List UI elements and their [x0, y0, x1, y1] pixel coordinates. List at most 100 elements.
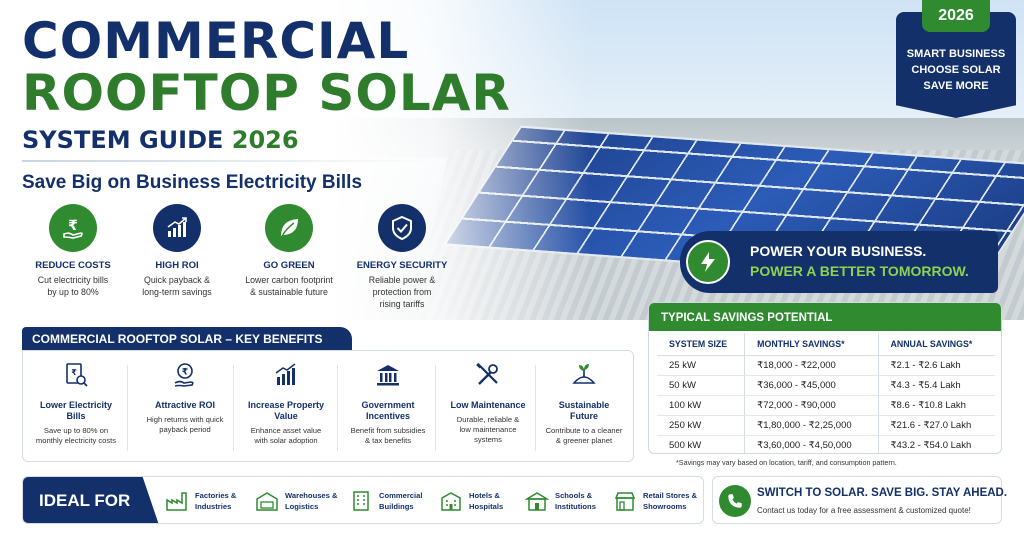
benefit-title: GO GREEN — [263, 260, 315, 271]
key-benefit-desc-line: low maintenance — [459, 425, 517, 434]
ideal-for-line: Industries — [195, 502, 232, 511]
benefit-desc-line: long-term savings — [142, 287, 212, 297]
table-cell: ₹8.6 - ₹10.8 Lakh — [877, 395, 995, 416]
phone-icon[interactable] — [719, 485, 751, 517]
benefit-high-roi: HIGH ROI Quick payback & long-term savin… — [122, 204, 232, 298]
cta-subtext: Contact us today for a free assessment &… — [757, 506, 971, 515]
key-benefit-title-line: Bills — [66, 411, 86, 421]
office-building-icon — [353, 491, 369, 511]
ideal-for-line: Showrooms — [643, 502, 687, 511]
key-benefit-title-line: Incentives — [365, 411, 411, 421]
rupee-hand-icon: ₹ — [49, 204, 97, 252]
ideal-for-line: Hotels & — [469, 491, 500, 500]
table-row: 500 kW ₹3,60,000 - ₹4,50,000 ₹43.2 - ₹54… — [657, 435, 995, 453]
key-benefit-title-line: Sustainable — [558, 400, 610, 410]
benefit-desc: Reliable power & protection from rising … — [347, 274, 457, 310]
key-benefit-title: Government Incentives — [337, 400, 439, 422]
ideal-for-bar: IDEAL FOR Factories & Industries Warehous… — [22, 476, 704, 524]
ideal-for-retail: Retail Stores & Showrooms — [613, 487, 697, 515]
benefit-title: REDUCE COSTS — [35, 260, 111, 271]
table-cell: 50 kW — [657, 375, 745, 396]
key-benefit-title: Increase Property Value — [235, 400, 337, 422]
growth-chart-icon — [153, 204, 201, 252]
ideal-for-text: Factories & Industries — [195, 490, 236, 512]
contact-cta[interactable]: SWITCH TO SOLAR. SAVE BIG. STAY AHEAD. C… — [712, 476, 1007, 524]
plant-globe-icon — [572, 364, 596, 384]
table-cell: ₹36,000 - ₹45,000 — [744, 375, 878, 396]
column-header: ANNUAL SAVINGS* — [877, 333, 995, 356]
table-row: 25 kW ₹18,000 - ₹22,000 ₹2.1 - ₹2.6 Lakh — [657, 355, 995, 376]
key-benefit-desc-line: monthly electricity costs — [35, 436, 117, 445]
ideal-for-line: Warehouses & — [285, 491, 338, 500]
badge-text: SMART BUSINESS CHOOSE SOLAR SAVE MORE — [896, 46, 1016, 94]
ideal-for-line: Buildings — [379, 502, 414, 511]
benefit-desc: Cut electricity bills by up to 80% — [18, 274, 128, 298]
benefit-title: HIGH ROI — [155, 260, 199, 271]
cta-headline: SWITCH TO SOLAR. SAVE BIG. STAY AHEAD. — [757, 487, 1008, 499]
key-benefit-desc-line: with solar adoption — [254, 436, 318, 445]
key-benefit-desc-line: Contribute to a cleaner — [545, 426, 623, 435]
badge-line: CHOOSE SOLAR — [911, 64, 1001, 76]
table-cell: ₹3,60,000 - ₹4,50,000 — [744, 435, 878, 453]
ideal-for-hotels: Hotels & Hospitals — [439, 487, 503, 515]
bar-growth-icon — [275, 363, 296, 385]
divider — [337, 365, 338, 451]
ideal-for-text: Commercial Buildings — [379, 490, 422, 512]
ideal-for-line: Factories & — [195, 491, 237, 500]
key-benefit-desc-line: Durable, reliable & — [456, 415, 520, 424]
ideal-for-label: IDEAL FOR — [23, 477, 159, 523]
column-header: MONTHLY SAVINGS* — [744, 333, 878, 356]
column-header: SYSTEM SIZE — [657, 333, 745, 356]
table-cell: ₹72,000 - ₹90,000 — [744, 395, 878, 416]
key-benefit-property-value: Increase Property Value Enhance asset val… — [235, 361, 337, 446]
ideal-for-text: Schools & Institutions — [555, 490, 596, 512]
ideal-for-text: Hotels & Hospitals — [469, 490, 503, 512]
benefit-title: ENERGY SECURITY — [356, 260, 448, 271]
table-row: 250 kW ₹1,80,000 - ₹2,25,000 ₹21.6 - ₹27… — [657, 415, 995, 436]
store-icon — [614, 492, 636, 511]
bill-search-icon: ₹ — [66, 363, 88, 387]
table-cell: 100 kW — [657, 395, 745, 416]
key-benefit-desc: High returns with quick payback period — [134, 415, 236, 435]
title-line-commercial: COMMERCIAL — [22, 12, 410, 70]
benefit-reduce-costs: ₹ REDUCE COSTS Cut electricity bills by … — [18, 204, 128, 298]
benefit-desc-line: Quick payback & — [143, 275, 210, 285]
key-benefit-desc: Contribute to a cleaner & greener planet — [533, 426, 635, 446]
key-benefit-title-line: Attractive ROI — [154, 400, 216, 410]
table-cell: ₹43.2 - ₹54.0 Lakh — [877, 435, 995, 453]
savings-footnote: *Savings may vary based on location, tar… — [676, 458, 897, 467]
table-row: 50 kW ₹36,000 - ₹45,000 ₹4.3 - ₹5.4 Lakh — [657, 375, 995, 396]
key-benefits-panel: ₹ Lower Electricity Bills Save up to 80% … — [22, 350, 634, 462]
ideal-for-line: Hospitals — [469, 502, 504, 511]
badge-line: SAVE MORE — [923, 80, 989, 92]
key-benefit-desc: Benefit from subsidies & tax benefits — [337, 426, 439, 446]
key-benefit-title: Low Maintenance — [437, 400, 539, 411]
divider — [233, 365, 234, 451]
key-benefit-desc-line: Save up to 80% on — [43, 426, 109, 435]
svg-text:₹: ₹ — [68, 218, 78, 234]
rupee-coin-hand-icon: ₹ — [174, 363, 194, 387]
key-benefit-desc-line: Enhance asset value — [250, 426, 322, 435]
key-benefit-title-line: Lower Electricity — [39, 400, 113, 410]
ideal-for-line: Commercial — [379, 491, 423, 500]
savings-table: SYSTEM SIZE MONTHLY SAVINGS* ANNUAL SAVI… — [657, 333, 995, 453]
government-building-icon — [377, 365, 399, 386]
warehouse-truck-icon — [256, 492, 278, 511]
key-benefit-title-line: Value — [274, 411, 298, 421]
factory-icon — [166, 492, 187, 511]
ideal-for-line: Retail Stores & — [643, 491, 698, 500]
title-divider — [22, 160, 432, 162]
key-benefit-low-maintenance: Low Maintenance Durable, reliable & low m… — [437, 361, 539, 445]
key-benefit-title: Lower Electricity Bills — [25, 400, 127, 422]
ideal-for-line: Logistics — [285, 502, 319, 511]
lightning-icon — [686, 240, 730, 284]
promo-badge: 2026 SMART BUSINESS CHOOSE SOLAR SAVE MO… — [896, 0, 1016, 118]
key-benefit-sustainable: Sustainable Future Contribute to a cleane… — [533, 361, 635, 446]
savings-table-heading: TYPICAL SAVINGS POTENTIAL — [649, 303, 1001, 331]
tools-icon — [476, 362, 498, 385]
benefit-go-green: GO GREEN Lower carbon footprint & sustai… — [234, 204, 344, 298]
table-cell: ₹2.1 - ₹2.6 Lakh — [877, 355, 995, 376]
key-benefit-title-line: Low Maintenance — [450, 400, 526, 410]
key-benefit-desc: Durable, reliable & low maintenance system… — [437, 415, 539, 445]
title-guide-text: SYSTEM GUIDE — [22, 126, 224, 154]
